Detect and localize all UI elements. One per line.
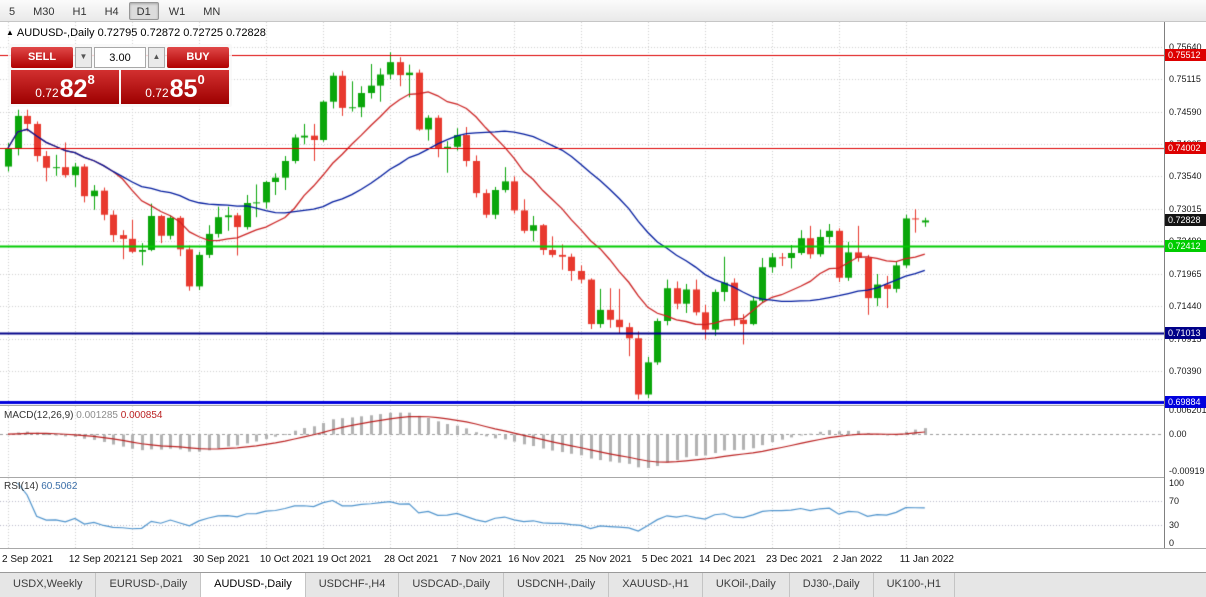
price-tick: 0.70915	[1169, 333, 1202, 344]
sell-price-main: 82	[59, 75, 88, 103]
macd-value-main: 0.001285	[76, 410, 118, 421]
chart-tab-uk100-h1[interactable]: UK100-,H1	[874, 573, 956, 597]
price-tick: 0.74590	[1169, 106, 1202, 117]
date-label: 25 Nov 2021	[575, 554, 632, 565]
buy-price-pip: 0	[197, 72, 205, 87]
timeframe-toolbar: 5 M30 H1 H4 D1 W1 MN	[0, 0, 1206, 22]
volume-spin-up-icon[interactable]: ▲	[148, 47, 165, 68]
date-label: 2 Sep 2021	[2, 554, 54, 565]
rsi-tick: 70	[1169, 496, 1180, 506]
timeframe-button-h4[interactable]: H4	[104, 5, 119, 18]
rsi-pane-separator[interactable]	[0, 477, 1206, 478]
chart-title: ▲ AUDUSD-,Daily 0.72795 0.72872 0.72725 0…	[6, 27, 266, 39]
macd-tick: 0.00	[1169, 429, 1187, 440]
rsi-value: 60.5062	[41, 481, 78, 492]
price-tick: 0.75115	[1169, 74, 1201, 85]
chart-title-ohlc: 0.72795 0.72872 0.72725 0.72828	[97, 27, 266, 39]
date-label: 28 Oct 2021	[384, 554, 439, 565]
price-tick: 0.75640	[1169, 41, 1202, 52]
price-tick: 0.73540	[1169, 171, 1202, 182]
price-level-badge: 0.71013	[1165, 326, 1206, 339]
timeframe-button-5[interactable]: 5	[9, 5, 16, 18]
chart-tab-usdcnh-daily[interactable]: USDCNH-,Daily	[504, 573, 610, 597]
chart-window: ▲ AUDUSD-,Daily 0.72795 0.72872 0.72725 0…	[0, 22, 1206, 597]
timeframe-button-mn[interactable]: MN	[203, 5, 221, 18]
date-label: 11 Jan 2022	[899, 554, 954, 565]
rsi-tick: 0	[1169, 538, 1175, 548]
volume-spin-down-icon[interactable]: ▼	[75, 47, 92, 68]
chart-title-symbol: AUDUSD-,Daily	[16, 27, 95, 39]
timeframe-button-h1[interactable]: H1	[72, 5, 87, 18]
price-level-badge: 0.72412	[1165, 240, 1206, 253]
date-label: 5 Dec 2021	[641, 554, 693, 565]
chart-tab-dj30-daily[interactable]: DJ30-,Daily	[790, 573, 874, 597]
chart-tab-usdcad-daily[interactable]: USDCAD-,Daily	[399, 573, 504, 597]
chart-collapse-icon[interactable]: ▲	[6, 28, 14, 37]
macd-tick: -0.00919	[1169, 465, 1205, 476]
date-label: 19 Oct 2021	[317, 554, 372, 565]
macd-value-signal: 0.000854	[120, 410, 163, 421]
chart-tab-xauusd-h1[interactable]: XAUUSD-,H1	[609, 573, 703, 597]
date-label: 14 Dec 2021	[699, 554, 756, 565]
price-level-badge: 0.74002	[1165, 141, 1206, 154]
timeframe-button-m30[interactable]: M30	[33, 5, 55, 18]
buy-price-display[interactable]: 0.72 85 0	[121, 70, 229, 104]
buy-button[interactable]: BUY	[167, 47, 229, 68]
timeframe-button-d1[interactable]: D1	[128, 1, 159, 20]
date-label: 7 Nov 2021	[450, 554, 502, 565]
date-label: 10 Oct 2021	[259, 554, 315, 565]
date-label: 16 Nov 2021	[508, 554, 565, 565]
date-label: 21 Sep 2021	[126, 554, 183, 565]
macd-tick: 0.006201	[1169, 404, 1206, 415]
rsi-tick: 30	[1169, 520, 1180, 530]
sell-price-pip: 8	[87, 72, 95, 87]
rsi-tick: 100	[1169, 478, 1185, 488]
macd-pane-separator[interactable]	[0, 405, 1206, 406]
chart-tab-audusd-daily[interactable]: AUDUSD-,Daily	[201, 573, 306, 597]
rsi-name: RSI(14)	[4, 481, 39, 492]
date-axis[interactable]: 2 Sep 2021 12 Sep 2021 21 Sep 2021 30 Sep 2…	[0, 548, 1206, 572]
chart-tab-bar: USDX,Weekly EURUSD-,Daily AUDUSD-,Daily USD…	[0, 572, 1206, 597]
price-level-badge: 0.75512	[1165, 48, 1206, 61]
buy-price-prefix: 0.72	[145, 86, 169, 100]
rsi-label: RSI(14) 60.5062	[4, 481, 77, 492]
date-label: 23 Dec 2021	[766, 554, 823, 565]
chart-panes-canvas[interactable]	[0, 22, 1164, 548]
date-label: 12 Sep 2021	[68, 554, 126, 565]
macd-label: MACD(12,26,9) 0.001285 0.000854	[4, 410, 162, 421]
chart-tab-eurusd-daily[interactable]: EURUSD-,Daily	[96, 573, 202, 597]
current-price-badge: 0.72828	[1165, 214, 1206, 227]
date-label: 2 Jan 2022	[832, 554, 883, 565]
sell-price-prefix: 0.72	[35, 86, 59, 100]
price-tick: 0.73015	[1169, 203, 1202, 214]
sell-price-display[interactable]: 0.72 82 8	[11, 70, 119, 104]
timeframe-button-w1[interactable]: W1	[168, 5, 186, 18]
price-axis[interactable]: 0.756400.751150.745900.740650.735400.730…	[1164, 22, 1206, 548]
date-label: 30 Sep 2021	[193, 554, 250, 565]
price-level-badge: 0.69884	[1165, 396, 1206, 409]
price-tick: 0.71440	[1169, 301, 1202, 312]
volume-input[interactable]	[94, 47, 146, 68]
macd-name: MACD(12,26,9)	[4, 410, 74, 421]
price-tick: 0.70390	[1169, 366, 1202, 377]
chart-tab-usdchf-h4[interactable]: USDCHF-,H4	[306, 573, 400, 597]
sell-button[interactable]: SELL	[11, 47, 73, 68]
chart-tab-ukoil-daily[interactable]: UKOil-,Daily	[703, 573, 790, 597]
price-tick: 0.71965	[1169, 268, 1202, 279]
buy-price-main: 85	[169, 75, 198, 103]
chart-tab-usdx-weekly[interactable]: USDX,Weekly	[0, 573, 97, 597]
